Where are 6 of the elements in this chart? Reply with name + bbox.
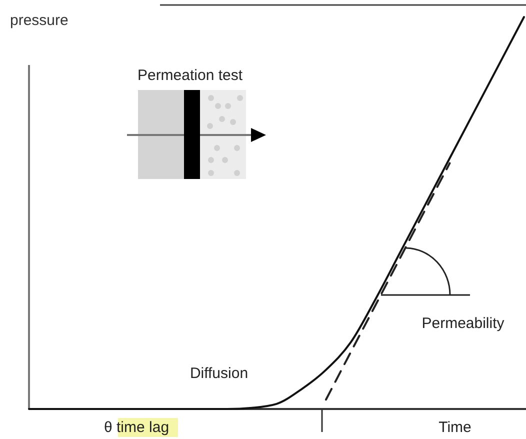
annotation: Permeability	[422, 315, 505, 332]
y-axis-title: pressure	[10, 12, 68, 29]
annotation: Diffusion	[190, 365, 248, 382]
text: θ time lag	[104, 419, 170, 436]
annotation: Permeation test	[137, 67, 244, 84]
x-axis-title: Time	[438, 419, 472, 436]
